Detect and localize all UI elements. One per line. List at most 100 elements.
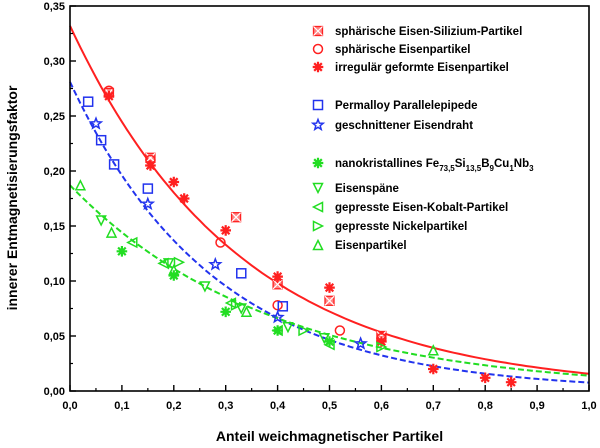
data-point-s6-3: [220, 306, 231, 318]
legend-item-8-marker: [311, 201, 324, 213]
y-tick-label: 0,20: [44, 166, 65, 178]
data-point-s3-6: [272, 271, 283, 282]
legend-subscript: 73,5: [439, 164, 455, 173]
fit-curve-1: [69, 25, 590, 375]
x-tick-label: 0,9: [529, 400, 544, 412]
legend-item-2-marker: [312, 43, 324, 55]
data-point-s6-1: [116, 246, 128, 257]
data-point-s3-3: [168, 176, 180, 188]
x-tick-label: 0,5: [322, 400, 337, 412]
data-point-s5-4: [270, 309, 285, 324]
legend-subscript: 9: [490, 164, 495, 173]
fit-curve-3: [69, 184, 590, 377]
data-point-s8-1: [126, 236, 138, 249]
x-axis-title: Anteil weichmagnetischer Partikel: [216, 428, 443, 444]
data-point-s7-5: [282, 321, 294, 334]
fit-curve-2: [69, 81, 590, 384]
data-point-s8-2: [157, 257, 169, 270]
x-tick-label: 0,7: [426, 400, 441, 412]
x-tick-label: 0,4: [270, 400, 286, 412]
x-axis-ticks: 0,0 0,1 0,2 0,3 0,4 0,5 0,6 0,7 0,8 0,9 1,0: [62, 385, 597, 412]
data-point-s3-7: [324, 282, 335, 293]
y-tick-label: 0,05: [44, 331, 65, 343]
data-point-s3-8: [376, 336, 387, 347]
x-tick-label: 0,3: [218, 400, 233, 412]
legend-item-8-label: gepresste Eisen-Kobalt-Partikel: [335, 202, 508, 214]
data-point-s6-2: [168, 270, 180, 281]
y-tick-label: 0,25: [44, 111, 65, 123]
data-point-s10-5: [427, 344, 440, 356]
data-point-s6-5: [324, 336, 335, 347]
data-point-s4-5: [236, 268, 247, 279]
data-point-s1-5: [324, 295, 335, 306]
legend-item-3-marker: [312, 61, 324, 73]
legend-subscript: 1: [509, 164, 514, 173]
legend-item-4-marker: [312, 99, 324, 111]
data-point-s2-3: [215, 237, 226, 248]
legend-text-part: nanokristallines Fe: [335, 158, 439, 170]
y-tick-label: 0,15: [44, 221, 65, 233]
data-point-s4-4: [142, 183, 154, 194]
legend-item-4-label: Permalloy Parallelepipede: [335, 100, 478, 112]
legend-text-part: Si: [455, 158, 466, 170]
y-axis-title: innerer Entmagnetisierungsfaktor: [4, 85, 20, 310]
data-point-s3-2: [145, 160, 156, 171]
legend-subscript: 13,5: [466, 164, 482, 173]
data-point-s3-5: [220, 225, 231, 236]
data-point-s10-4: [240, 305, 253, 318]
data-point-s4-6: [277, 301, 289, 312]
data-point-s8-5: [323, 339, 335, 351]
y-tick-label: 0,10: [44, 276, 65, 288]
legend-item-7-marker: [312, 182, 324, 195]
data-point-s5-1: [88, 116, 104, 130]
data-point-s3-1: [103, 90, 115, 102]
y-tick-label: 0,30: [44, 56, 65, 68]
legend-item-1-marker: [312, 25, 324, 37]
data-point-s9-4: [376, 341, 388, 353]
legend-item-5-marker: [310, 117, 326, 132]
data-point-s9-3: [298, 324, 310, 337]
legend-item-6-marker: [312, 157, 324, 169]
legend-item-5-label: geschnittener Eisendraht: [335, 120, 473, 132]
data-points: [74, 85, 517, 388]
data-point-s5-5: [353, 336, 368, 350]
data-point-s3-10: [479, 372, 491, 384]
legend-text-part: Nb: [514, 158, 529, 170]
data-point-s4-2: [95, 134, 107, 146]
data-point-s10-2: [105, 226, 118, 238]
legend-item-1-label: sphärische Eisen-Silizium-Partikel: [335, 26, 522, 38]
legend-subscript: 3: [529, 164, 534, 173]
y-tick-label: 0,00: [44, 386, 65, 398]
x-tick-label: 0,1: [114, 400, 129, 412]
fit-curves: [69, 25, 590, 384]
x-tick-label: 0,6: [374, 400, 389, 412]
legend-item-10-label: Eisenpartikel: [335, 240, 407, 252]
data-point-s3-9: [428, 363, 439, 375]
data-point-s10-1: [74, 179, 87, 191]
x-tick-label: 1,0: [581, 400, 596, 412]
data-point-s7-3: [199, 281, 211, 293]
legend-item-2-label: sphärische Eisenpartikel: [335, 44, 471, 56]
y-axis-ticks: 0,00 0,05 0,10 0,15 0,20 0,25 0,30 0,35: [44, 1, 76, 398]
data-point-s7-6: [318, 332, 331, 345]
legend: sphärische Eisen-Silizium-Partikel sphäri…: [310, 25, 534, 252]
data-point-s9-2: [230, 299, 243, 311]
data-point-s2-5: [334, 325, 346, 336]
data-point-s10-3: [168, 263, 180, 276]
x-tick-label: 0,2: [166, 400, 181, 412]
data-point-s1-3: [230, 212, 242, 223]
data-point-s5-2: [140, 196, 156, 211]
data-point-s3-4: [178, 193, 190, 204]
y-tick-label: 0,35: [44, 1, 65, 13]
data-point-s6-4: [272, 325, 283, 336]
data-point-s4-1: [82, 96, 94, 107]
data-point-s9-1: [173, 256, 186, 269]
legend-item-6-label: nanokristallines Fe73,5Si13,5B9Cu1Nb3: [335, 158, 534, 173]
data-point-s4-3: [108, 159, 120, 170]
legend-item-10-marker: [312, 238, 324, 251]
data-point-s3-11: [505, 376, 517, 388]
legend-item-9-marker: [312, 220, 325, 232]
data-point-s5-3: [208, 256, 223, 271]
legend-item-3-label: irregulär geformte Eisenpartikel: [335, 62, 509, 74]
